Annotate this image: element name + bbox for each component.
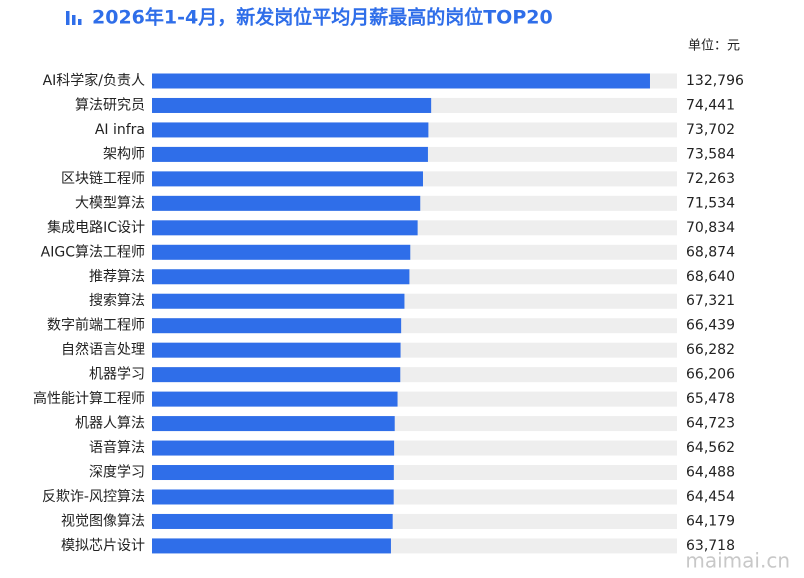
bar [152,171,423,187]
bar [152,489,394,505]
value-label: 64,488 [686,465,735,481]
category-label: 机器学习 [89,367,145,383]
value-label: 64,179 [686,513,735,529]
category-label: 反欺诈-风控算法 [42,489,145,505]
category-label: 视觉图像算法 [61,513,145,529]
bar [152,195,421,211]
bar [152,440,395,456]
unit-label: 单位：元 [688,39,740,54]
bar [152,293,405,309]
category-label: 深度学习 [89,465,145,481]
bar [152,342,401,358]
bar [152,391,398,407]
bar [152,367,401,383]
category-label: 数字前端工程师 [47,317,145,334]
bar [152,465,394,481]
bar [152,513,393,529]
value-label: 73,702 [686,122,735,138]
value-label: 65,478 [686,391,735,407]
value-label: 70,834 [686,220,735,236]
category-label: 推荐算法 [89,269,145,285]
category-label: AIGC算法工程师 [41,244,145,260]
category-label: 搜索算法 [89,292,145,309]
bar [152,73,650,89]
category-label: 机器人算法 [75,416,145,432]
bar [152,538,391,554]
value-label: 64,723 [686,416,735,432]
watermark: maimai.cn [685,549,790,573]
title-icon [66,11,82,25]
value-label: 68,874 [686,244,735,260]
value-label: 132,796 [686,73,744,89]
category-label: 大模型算法 [75,195,145,211]
category-label: 高性能计算工程师 [33,390,145,407]
value-label: 66,206 [686,367,735,383]
bar [152,220,418,236]
bar [152,97,432,113]
value-label: 73,584 [686,146,735,162]
value-label: 63,718 [686,538,735,554]
category-label: 区块链工程师 [61,171,145,187]
value-label: 72,263 [686,171,735,187]
bar [152,122,429,138]
category-label: 集成电路IC设计 [47,219,145,236]
category-label: 模拟芯片设计 [61,538,145,554]
chart-title: 2026年1-4月，新发岗位平均月薪最高的岗位TOP20 [92,6,553,29]
category-label: AI infra [95,122,145,138]
category-label: 语音算法 [89,439,145,456]
value-label: 66,439 [686,318,735,334]
value-label: 74,441 [686,97,735,113]
value-label: 64,454 [686,489,735,505]
bar [152,244,411,260]
value-label: 68,640 [686,269,735,285]
bar [152,318,402,334]
bar [152,416,395,432]
category-label: AI科学家/负责人 [43,72,145,89]
bar [152,146,428,162]
value-label: 64,562 [686,440,735,456]
value-label: 67,321 [686,293,735,309]
category-label: 架构师 [103,146,145,162]
category-label: 算法研究员 [75,97,145,113]
value-label: 71,534 [686,195,735,211]
value-label: 66,282 [686,342,735,358]
bar [152,269,410,285]
category-label: 自然语言处理 [61,341,145,358]
